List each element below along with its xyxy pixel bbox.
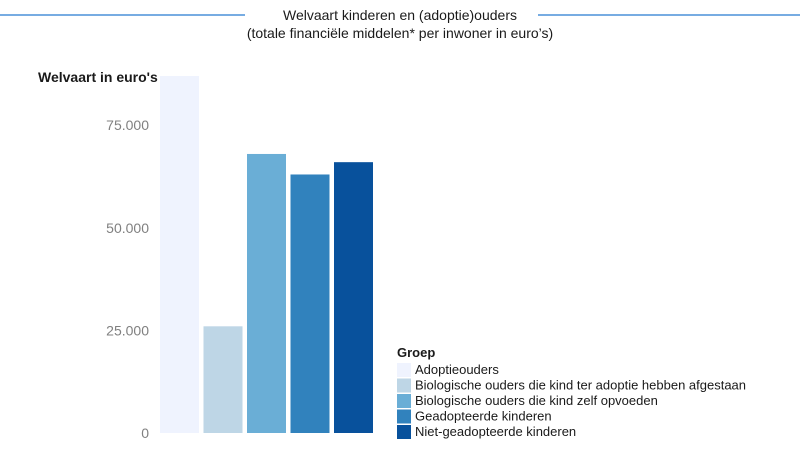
y-tick-label: 25.000 <box>106 322 149 338</box>
bar <box>160 76 199 433</box>
bar <box>203 326 243 433</box>
legend-swatch <box>397 363 411 377</box>
legend-swatch <box>397 394 411 408</box>
legend-entry: Geadopteerde kinderen <box>415 409 552 424</box>
bars-group <box>160 76 373 433</box>
legend-entry: Biologische ouders die kind zelf opvoede… <box>415 393 658 408</box>
legend-title: Groep <box>397 345 435 360</box>
bar <box>290 174 330 433</box>
y-tick-label: 50.000 <box>106 220 149 236</box>
y-tick-label: 0 <box>141 425 149 441</box>
legend-swatch <box>397 425 411 439</box>
y-tick-label: 75.000 <box>106 117 149 133</box>
legend-entry: Adoptieouders <box>415 362 499 377</box>
chart-subtitle: (totale financiële middelen* per inwoner… <box>247 25 553 41</box>
y-axis-ticks: 0 25.000 50.000 75.000 <box>106 117 149 441</box>
bar <box>334 162 373 433</box>
bar <box>247 153 286 433</box>
y-axis-label: Welvaart in euro's <box>38 69 158 85</box>
legend-entry: Niet-geadopteerde kinderen <box>415 424 576 439</box>
chart-title: Welvaart kinderen en (adoptie)ouders <box>283 7 517 23</box>
legend-entry: Biologische ouders die kind ter adoptie … <box>415 378 746 393</box>
legend-swatch <box>397 378 411 393</box>
legend-swatch <box>397 409 411 424</box>
